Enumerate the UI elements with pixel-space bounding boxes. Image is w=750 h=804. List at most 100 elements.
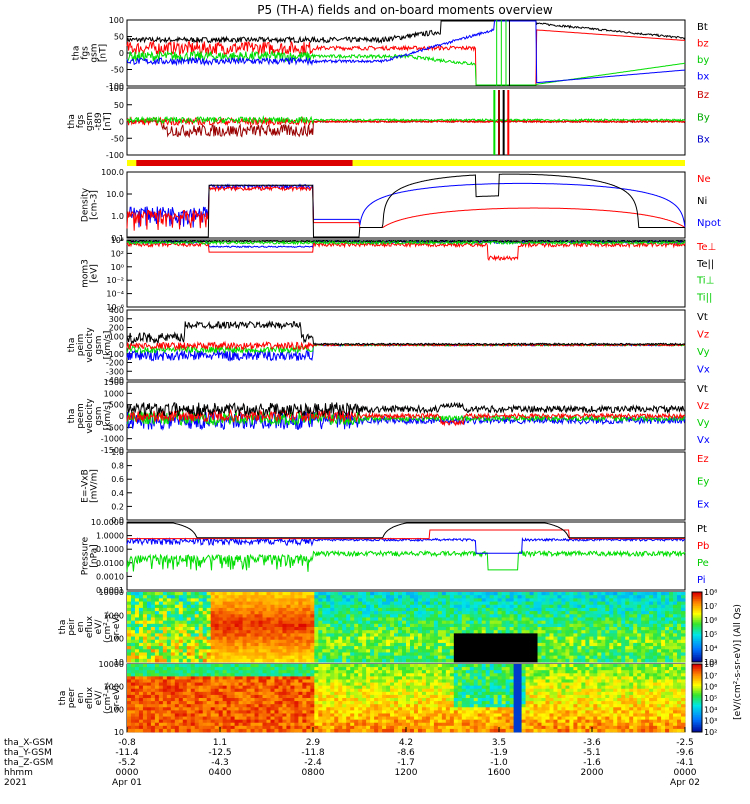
spectrogram-cell [422, 652, 426, 656]
spectrogram-cell [350, 646, 354, 650]
spectrogram-cell [127, 689, 131, 692]
spectrogram-cell [613, 614, 617, 618]
spectrogram-cell [207, 701, 211, 704]
spectrogram-cell [322, 624, 326, 628]
spectrogram-cell [183, 627, 187, 631]
spectrogram-cell [486, 646, 490, 650]
spectrogram-cell [593, 598, 597, 602]
spectrogram-cell [251, 652, 255, 656]
spectrogram-cell [151, 692, 155, 695]
spectrogram-cell [187, 667, 191, 670]
spectrogram-cell [159, 695, 163, 698]
spectrogram-cell [629, 646, 633, 650]
legend-entry: Vt [697, 384, 708, 395]
spectrogram-cell [374, 717, 378, 720]
spectrogram-cell [131, 710, 135, 713]
spectrogram-cell [649, 595, 653, 599]
spectrogram-cell [370, 652, 374, 656]
spectrogram-cell [171, 621, 175, 625]
spectrogram-cell [609, 621, 613, 625]
spectrogram-cell [183, 598, 187, 602]
spectrogram-cell [239, 598, 243, 602]
spectrogram-cell [494, 649, 498, 653]
spectrogram-cell [613, 617, 617, 621]
spectrogram-cell [410, 726, 414, 729]
spectrogram-cell [629, 643, 633, 647]
spectrogram-cell [462, 611, 466, 615]
spectrogram-cell [645, 652, 649, 656]
spectrogram-cell [374, 605, 378, 609]
spectrogram-cell [386, 595, 390, 599]
spectrogram-cell [267, 630, 271, 634]
spectrogram-cell [422, 673, 426, 676]
spectrogram-cell [159, 717, 163, 720]
spectrogram-cell [147, 707, 151, 710]
spectrogram-cell [597, 624, 601, 628]
spectrogram-cell [510, 592, 514, 596]
spectrogram-cell [354, 689, 358, 692]
spectrogram-cell [294, 646, 298, 650]
spectrogram-cell [147, 611, 151, 615]
spectrogram-cell [139, 646, 143, 650]
spectrogram-cell [577, 624, 581, 628]
spectrogram-cell [418, 598, 422, 602]
spectrogram-cell [179, 637, 183, 641]
spectrogram-cell [430, 698, 434, 701]
spectrogram-cell [219, 614, 223, 618]
spectrogram-cell [314, 695, 318, 698]
spectrogram-cell [418, 633, 422, 637]
spectrogram-cell [171, 670, 175, 673]
spectrogram-cell [374, 713, 378, 716]
spectrogram-cell [466, 614, 470, 618]
legend-entry: Te|| [696, 259, 714, 270]
spectrogram-cell [127, 595, 131, 599]
spectrogram-cell [151, 617, 155, 621]
spectrogram-cell [366, 717, 370, 720]
spectrogram-cell [223, 630, 227, 634]
spectrogram-cell [358, 701, 362, 704]
spectrogram-cell [286, 689, 290, 692]
spectrogram-cell [259, 720, 263, 723]
spectrogram-cell [322, 667, 326, 670]
spectrogram-cell [342, 595, 346, 599]
spectrogram-cell [394, 704, 398, 707]
spectrogram-cell [151, 605, 155, 609]
spectrogram-cell [278, 686, 282, 689]
spectrogram-cell [366, 664, 370, 667]
spectrogram-cell [486, 630, 490, 634]
spectrogram-cell [490, 621, 494, 625]
spectrogram-cell [374, 627, 378, 631]
spectrogram-cell [378, 713, 382, 716]
spectrogram-cell [191, 670, 195, 673]
spectrogram-cell [251, 686, 255, 689]
legend-entry: By [697, 112, 710, 123]
spectrogram-cell [151, 679, 155, 682]
spectrogram-cell [267, 614, 271, 618]
spectrogram-cell [223, 676, 227, 679]
spectrogram-cell [681, 646, 685, 650]
spectrogram-cell [294, 667, 298, 670]
spectrogram-cell [394, 652, 398, 656]
spectrogram-cell [159, 726, 163, 729]
spectrogram-cell [653, 592, 657, 596]
spectrogram-cell [131, 637, 135, 641]
spectrogram-cell [426, 617, 430, 621]
spectrogram-cell [191, 640, 195, 644]
spectrogram-cell [601, 598, 605, 602]
spectrogram-cell [155, 652, 159, 656]
spectrogram-cell [239, 686, 243, 689]
spectrogram-cell [605, 646, 609, 650]
spectrogram-cell [247, 640, 251, 644]
spectrogram-cell [131, 652, 135, 656]
spectrogram-cell [549, 621, 553, 625]
spectrogram-cell [482, 614, 486, 618]
spectrogram-cell [557, 637, 561, 641]
spectrogram-cell [235, 717, 239, 720]
spectrogram-cell [633, 652, 637, 656]
spectrogram-cell [318, 689, 322, 692]
spectrogram-cell [127, 676, 131, 679]
spectrogram-cell [334, 624, 338, 628]
spectrogram-cell [506, 656, 510, 660]
spectrogram-cell [239, 676, 243, 679]
spectrogram-cell [354, 673, 358, 676]
